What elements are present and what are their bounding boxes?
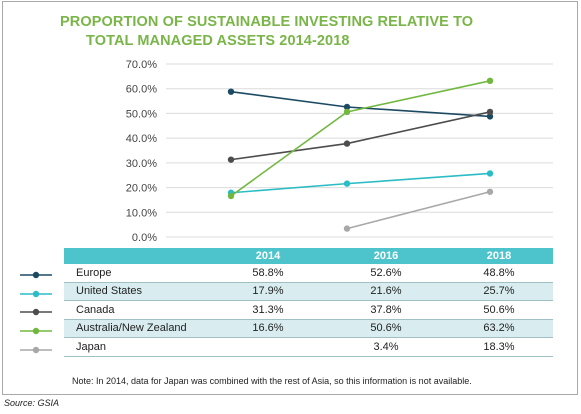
data-label: 17.9% [209, 282, 327, 301]
table-row-australia-new-zealand: Australia/New Zealand 16.6% 50.6% 63.2% [64, 319, 553, 338]
y-tick-label: 60.0% [126, 84, 157, 96]
table-header-year: 2016 [327, 248, 445, 264]
y-tick-label: 0.0% [132, 232, 157, 244]
data-label: 31.3% [209, 300, 327, 320]
legend-swatch-marker [32, 290, 40, 298]
series-line [230, 90, 491, 118]
series-line [230, 172, 491, 194]
table-row-united-states: United States 17.9% 21.6% 25.7% [64, 282, 553, 301]
data-label: 50.6% [327, 319, 445, 338]
series-label: Europe [64, 264, 209, 283]
data-label: 21.6% [327, 282, 445, 301]
data-point [343, 108, 351, 116]
y-tick-label: 30.0% [126, 158, 157, 170]
chart-title-line-1: PROPORTION OF SUSTAINABLE INVESTING RELA… [60, 14, 474, 30]
y-tick-label: 40.0% [126, 133, 157, 145]
data-label: 18.3% [445, 337, 553, 357]
data-point [486, 77, 494, 85]
data-label: 63.2% [445, 319, 553, 338]
y-tick-label: 70.0% [126, 59, 157, 71]
data-point [227, 192, 235, 200]
series-label: Australia/New Zealand [64, 319, 209, 338]
data-table: 2014 2016 2018 Europe 58.8% 52.6% 48.8% … [64, 248, 553, 357]
data-point [227, 156, 235, 163]
data-point [486, 108, 494, 116]
table-header-blank [64, 248, 209, 264]
table-header-year: 2014 [209, 248, 327, 264]
data-point [227, 88, 235, 95]
data-point [343, 180, 351, 187]
series-label: United States [64, 282, 209, 301]
chart-source: Source: GSIA [4, 398, 60, 408]
data-label: 37.8% [327, 300, 445, 320]
data-label: 52.6% [327, 264, 445, 283]
data-label: 3.4% [327, 337, 445, 357]
table-row-canada: Canada 31.3% 37.8% 50.6% [64, 300, 553, 320]
legend-swatch-marker [32, 346, 40, 354]
series-label: Japan [64, 337, 209, 357]
legend-swatch-marker [32, 271, 40, 279]
y-tick-label: 10.0% [126, 207, 157, 219]
chart-title-line-2: TOTAL MANAGED ASSETS 2014-2018 [86, 33, 350, 49]
table-row-europe: Europe 58.8% 52.6% 48.8% [64, 264, 553, 283]
data-label: 58.8% [209, 264, 327, 283]
data-point [343, 103, 351, 111]
series-label: Canada [64, 300, 209, 320]
legend-swatch-marker [32, 327, 40, 335]
data-point [486, 188, 494, 195]
y-tick-label: 20.0% [126, 183, 157, 195]
series-line [346, 190, 491, 230]
data-label: 25.7% [445, 282, 553, 301]
table-header-row: 2014 2016 2018 [64, 248, 553, 264]
data-point [343, 225, 351, 232]
data-label [209, 337, 327, 357]
data-point [486, 170, 494, 177]
series-line [230, 111, 491, 161]
table-header-year: 2018 [445, 248, 553, 264]
data-point [343, 140, 351, 147]
legend-swatch-marker [32, 308, 40, 316]
data-point [486, 113, 494, 120]
data-label: 50.6% [445, 300, 553, 320]
table-row-japan: Japan 3.4% 18.3% [64, 337, 553, 357]
data-label: 48.8% [445, 264, 553, 283]
chart-note: Note: In 2014, data for Japan was combin… [72, 376, 472, 386]
y-tick-label: 50.0% [126, 108, 157, 120]
data-label: 16.6% [209, 319, 327, 338]
